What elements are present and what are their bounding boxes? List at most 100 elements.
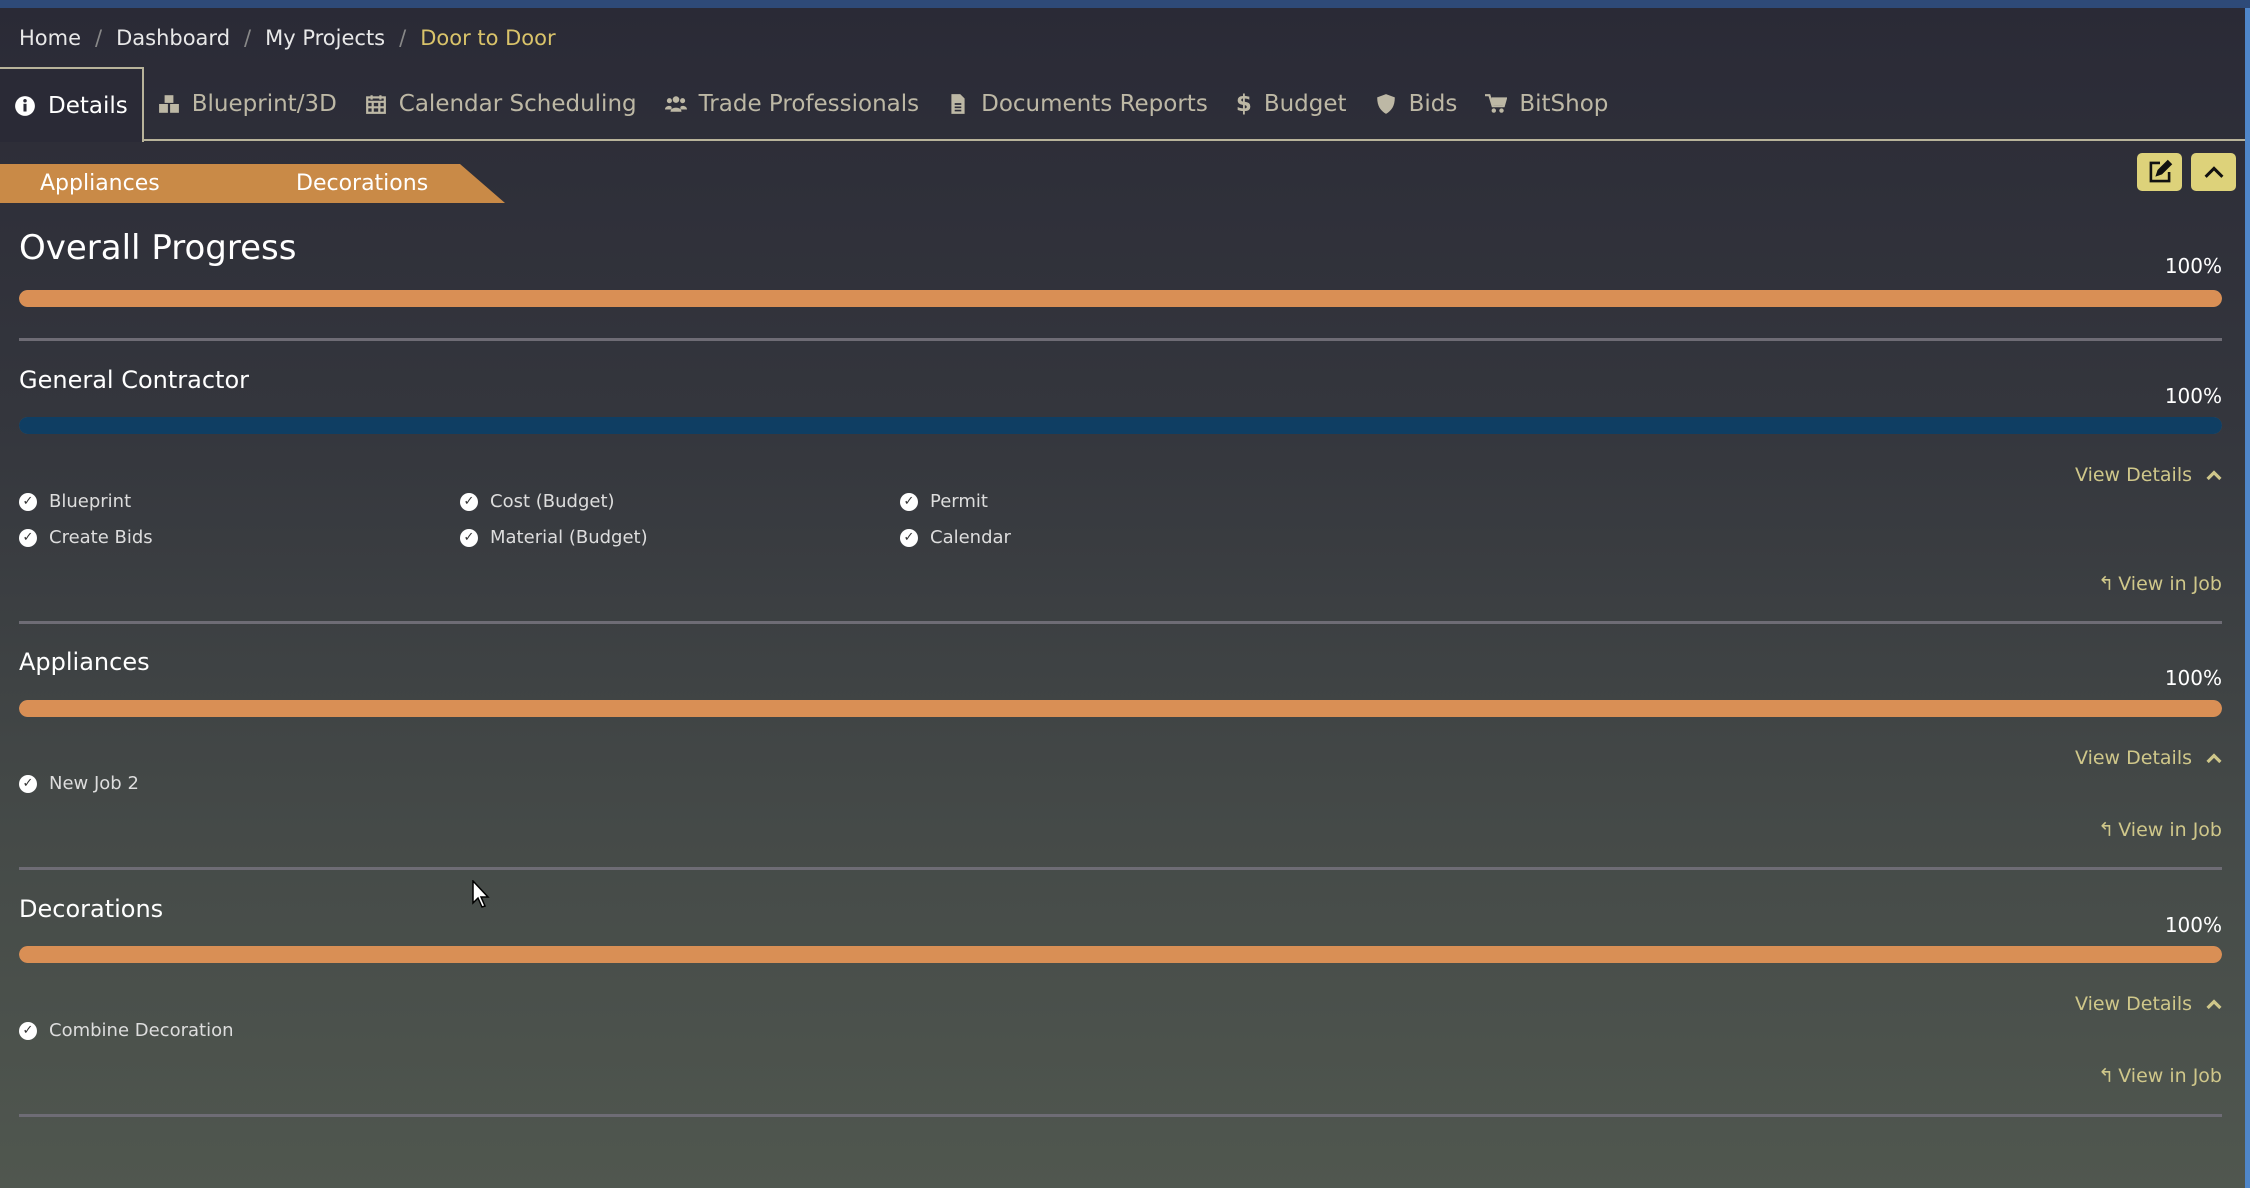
breadcrumb-home[interactable]: Home bbox=[19, 26, 82, 50]
tab-bar: Details Blueprint/3D Calendar Scheduling… bbox=[0, 67, 2245, 142]
tab-label: BitShop bbox=[1519, 90, 1609, 117]
dollar-icon: $ bbox=[1235, 90, 1252, 117]
checklist-item: ✓ Permit bbox=[900, 491, 988, 512]
section-title: Appliances bbox=[19, 648, 150, 676]
document-icon bbox=[951, 93, 965, 114]
check-circle-icon: ✓ bbox=[19, 528, 37, 547]
checklist-label: Material (Budget) bbox=[490, 527, 648, 548]
view-in-job-link[interactable]: ↰ View in Job bbox=[2098, 573, 2222, 595]
view-details-toggle[interactable]: View Details bbox=[2075, 993, 2222, 1015]
tab-bids[interactable]: Bids bbox=[1361, 68, 1472, 139]
section-progress-bar bbox=[19, 417, 2222, 434]
reply-icon: ↰ bbox=[2098, 573, 2115, 595]
section-progress-bar bbox=[19, 946, 2222, 963]
checklist-item: ✓ Create Bids bbox=[19, 527, 153, 548]
check-circle-icon: ✓ bbox=[19, 774, 37, 793]
breadcrumb-separator: / bbox=[399, 26, 407, 50]
tab-blueprint[interactable]: Blueprint/3D bbox=[144, 68, 351, 139]
tab-details[interactable]: Details bbox=[0, 67, 144, 142]
checklist-label: Blueprint bbox=[49, 491, 132, 512]
edit-button[interactable] bbox=[2137, 153, 2182, 191]
strip-decorations[interactable]: Decorations bbox=[296, 171, 429, 196]
overall-percent: 100% bbox=[2164, 254, 2222, 278]
progress-fill bbox=[19, 700, 2222, 717]
tab-documents[interactable]: Documents Reports bbox=[933, 68, 1222, 139]
breadcrumb-separator: / bbox=[95, 26, 103, 50]
divider bbox=[19, 621, 2222, 624]
checklist-label: New Job 2 bbox=[49, 773, 139, 794]
progress-fill bbox=[19, 290, 2222, 307]
view-details-label: View Details bbox=[2075, 993, 2192, 1015]
category-strip: Appliances Decorations bbox=[0, 164, 505, 203]
scrollbar[interactable] bbox=[2245, 8, 2250, 1188]
view-in-job-label: View in Job bbox=[2118, 819, 2222, 841]
users-icon bbox=[664, 95, 687, 112]
checklist-item: ✓ Blueprint bbox=[19, 491, 131, 512]
tab-label: Details bbox=[48, 92, 128, 119]
strip-appliances[interactable]: Appliances bbox=[40, 171, 160, 196]
tab-label: Documents Reports bbox=[981, 90, 1208, 117]
checklist-item: ✓ New Job 2 bbox=[19, 773, 139, 794]
check-circle-icon: ✓ bbox=[900, 492, 918, 511]
breadcrumb-current: Door to Door bbox=[420, 26, 556, 50]
top-accent-bar bbox=[0, 0, 2250, 8]
tab-trade-professionals[interactable]: Trade Professionals bbox=[651, 68, 934, 139]
breadcrumb-separator: / bbox=[244, 26, 252, 50]
progress-fill bbox=[19, 946, 2222, 963]
checklist-item: ✓ Material (Budget) bbox=[460, 527, 648, 548]
cubes-icon bbox=[158, 94, 179, 113]
checklist-item: ✓ Calendar bbox=[900, 527, 1011, 548]
tab-label: Budget bbox=[1263, 90, 1347, 117]
tab-label: Calendar Scheduling bbox=[398, 90, 637, 117]
chevron-up-icon bbox=[2204, 166, 2223, 178]
divider bbox=[19, 1114, 2222, 1117]
check-circle-icon: ✓ bbox=[460, 492, 478, 511]
view-details-label: View Details bbox=[2075, 747, 2192, 769]
view-details-label: View Details bbox=[2075, 464, 2192, 486]
section-percent: 100% bbox=[2164, 384, 2222, 408]
tab-label: Trade Professionals bbox=[698, 90, 920, 117]
section-title: General Contractor bbox=[19, 366, 250, 394]
check-circle-icon: ✓ bbox=[19, 1021, 37, 1040]
view-details-toggle[interactable]: View Details bbox=[2075, 464, 2222, 486]
checklist-item: ✓ Cost (Budget) bbox=[460, 491, 615, 512]
view-in-job-link[interactable]: ↰ View in Job bbox=[2098, 1065, 2222, 1087]
view-details-toggle[interactable]: View Details bbox=[2075, 747, 2222, 769]
checklist-label: Permit bbox=[930, 491, 988, 512]
chevron-up-icon bbox=[2206, 470, 2222, 481]
tab-calendar[interactable]: Calendar Scheduling bbox=[351, 68, 651, 139]
view-in-job-label: View in Job bbox=[2118, 573, 2222, 595]
chevron-up-icon bbox=[2206, 753, 2222, 764]
mouse-cursor-icon bbox=[472, 880, 490, 908]
overall-progress-title: Overall Progress bbox=[19, 228, 297, 268]
check-circle-icon: ✓ bbox=[460, 528, 478, 547]
check-circle-icon: ✓ bbox=[19, 492, 37, 511]
view-in-job-link[interactable]: ↰ View in Job bbox=[2098, 819, 2222, 841]
tab-bitshop[interactable]: BitShop bbox=[1471, 68, 1622, 139]
overall-progress-bar bbox=[19, 290, 2222, 307]
checklist-item: ✓ Combine Decoration bbox=[19, 1020, 234, 1041]
checklist-label: Create Bids bbox=[49, 527, 153, 548]
section-title: Decorations bbox=[19, 895, 164, 923]
divider bbox=[19, 338, 2222, 341]
check-circle-icon: ✓ bbox=[900, 528, 918, 547]
cart-icon bbox=[1485, 93, 1508, 113]
breadcrumb-my-projects[interactable]: My Projects bbox=[265, 26, 386, 50]
edit-icon bbox=[2149, 159, 2172, 183]
divider bbox=[19, 867, 2222, 870]
section-percent: 100% bbox=[2164, 666, 2222, 690]
chevron-up-icon bbox=[2206, 999, 2222, 1010]
shield-icon bbox=[1376, 93, 1395, 114]
checklist-label: Cost (Budget) bbox=[490, 491, 615, 512]
tab-budget[interactable]: $ Budget bbox=[1222, 68, 1361, 139]
view-in-job-label: View in Job bbox=[2118, 1065, 2222, 1087]
checklist-label: Calendar bbox=[930, 527, 1011, 548]
reply-icon: ↰ bbox=[2098, 819, 2115, 841]
breadcrumb: Home / Dashboard / My Projects / Door to Do… bbox=[19, 26, 556, 50]
collapse-button[interactable] bbox=[2191, 153, 2236, 191]
calendar-icon bbox=[365, 94, 386, 114]
section-progress-bar bbox=[19, 700, 2222, 717]
reply-icon: ↰ bbox=[2098, 1065, 2115, 1087]
info-icon bbox=[15, 95, 35, 116]
breadcrumb-dashboard[interactable]: Dashboard bbox=[116, 26, 231, 50]
